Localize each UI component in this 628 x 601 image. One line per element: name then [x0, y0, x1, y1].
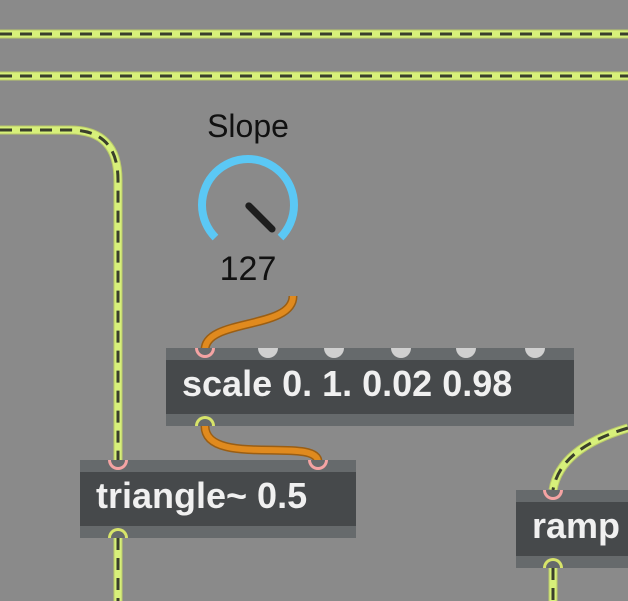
ramp-object-text: ramp [532, 505, 621, 546]
triangle-object[interactable]: triangle~ 0.5 [80, 460, 356, 538]
scale-inlet-2[interactable] [258, 348, 278, 358]
scale-inlet-1[interactable] [195, 348, 215, 358]
scale-inlet-bar [166, 348, 574, 360]
triangle-object-text: triangle~ 0.5 [96, 475, 308, 516]
scale-outlet-bar [166, 414, 574, 426]
dial-arc [198, 155, 298, 241]
ramp-outlet-bar [516, 556, 628, 568]
control-cord-scale-to-triangle[interactable] [200, 425, 323, 464]
control-cord-dial-to-scale[interactable] [200, 295, 298, 351]
triangle-outlet-bar [80, 526, 356, 538]
scale-inlet-4[interactable] [391, 348, 411, 358]
signal-cord-to-ramp[interactable] [548, 423, 628, 491]
scale-object-text: scale 0. 1. 0.02 0.98 [182, 363, 513, 404]
ramp-inlet-bar [516, 490, 628, 502]
slope-dial[interactable] [195, 152, 301, 258]
scale-inlet-3[interactable] [324, 348, 344, 358]
ramp-inlet-1[interactable] [543, 490, 563, 500]
scale-inlet-6[interactable] [525, 348, 545, 358]
ramp-object[interactable]: ramp [516, 490, 628, 568]
dial-label: Slope [207, 108, 289, 144]
scale-outlet[interactable] [195, 416, 215, 426]
triangle-inlet-1[interactable] [108, 460, 128, 470]
triangle-inlet-bar [80, 460, 356, 472]
dial-needle [245, 202, 276, 233]
signal-cord-to-triangle[interactable] [0, 125, 123, 462]
triangle-outlet[interactable] [108, 528, 128, 538]
dial-value: 127 [219, 250, 277, 288]
triangle-inlet-2[interactable] [308, 460, 328, 470]
scale-object[interactable]: scale 0. 1. 0.02 0.98 [166, 348, 574, 426]
ramp-outlet[interactable] [543, 558, 563, 568]
scale-inlet-5[interactable] [456, 348, 476, 358]
